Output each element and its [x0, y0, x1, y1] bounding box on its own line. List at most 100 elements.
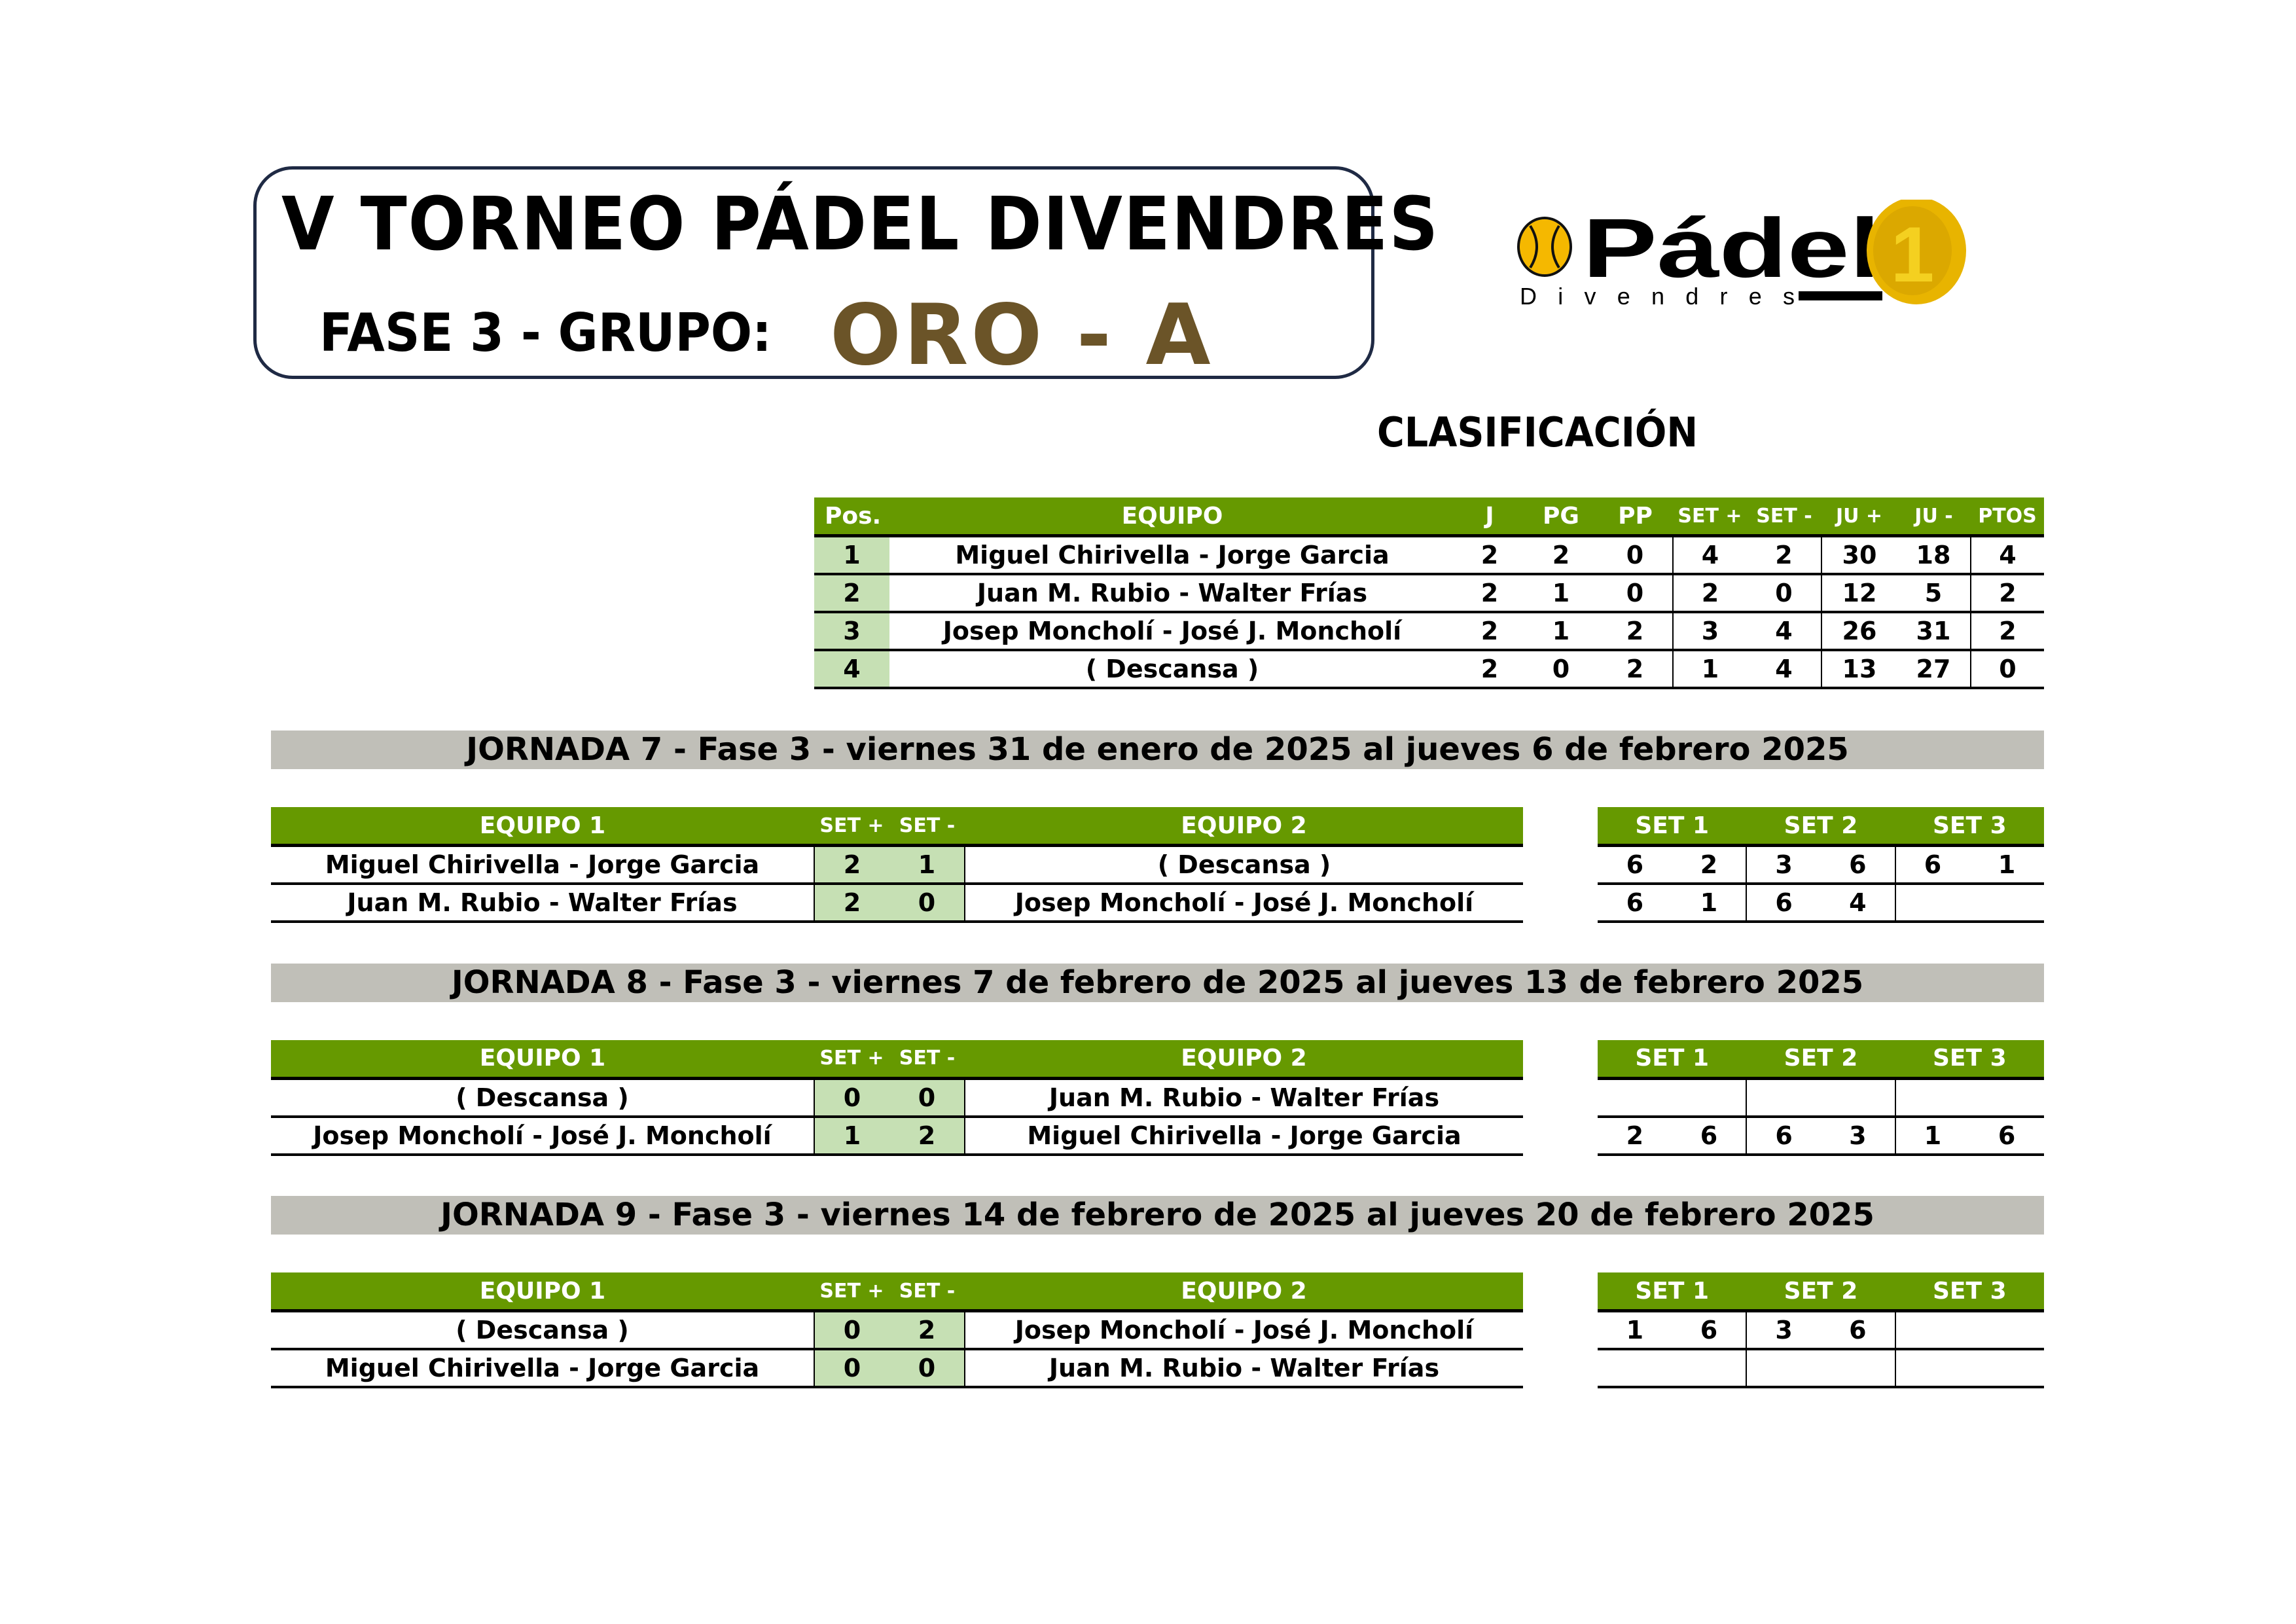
match-row: Miguel Chirivella - Jorge Garcia 2 1( Desc…	[271, 845, 1523, 885]
stat-cell: 2	[1455, 574, 1524, 613]
stat-cell: 1	[1524, 574, 1598, 613]
group-name: ORO - A	[830, 287, 1213, 384]
jornada-title-bar: JORNADA 7 - Fase 3 - viernes 31 de enero…	[271, 731, 2044, 769]
set-score-cell	[1894, 1078, 1970, 1118]
set-plus-cell: 2	[814, 845, 889, 885]
set-score-cell: 6	[1672, 1310, 1747, 1350]
set-score-cell: 3	[1746, 1310, 1821, 1350]
stat-cell: 2	[1455, 650, 1524, 689]
position-cell: 1	[814, 535, 889, 575]
column-header: EQUIPO 2	[965, 807, 1523, 847]
header-row: SET 1 SET 2 SET 3	[1598, 807, 2044, 847]
set-score-cell	[1969, 1349, 2044, 1388]
column-header: PP	[1598, 497, 1673, 537]
set-score-cell: 1	[1894, 1116, 1970, 1156]
team-cell: Miguel Chirivella - Jorge Garcia	[889, 535, 1455, 575]
column-header: SET 2	[1746, 1272, 1895, 1312]
set-minus-cell: 2	[889, 1310, 965, 1350]
column-header: SET 2	[1746, 1039, 1895, 1080]
set-minus-cell: 0	[889, 1349, 965, 1388]
header-row: EQUIPO 1 SET + SET - EQUIPO 2	[271, 1272, 1523, 1312]
stat-cell: 4	[1747, 612, 1821, 651]
set-score-cell	[1894, 1310, 1970, 1350]
column-header: SET 3	[1895, 807, 2044, 847]
column-header: PG	[1524, 497, 1598, 537]
column-header: SET +	[814, 807, 889, 847]
stat-cell: 30	[1821, 535, 1897, 575]
stat-cell: 2	[1598, 612, 1673, 651]
set-plus-cell: 0	[814, 1310, 889, 1350]
stat-cell: 1	[1672, 650, 1747, 689]
set-minus-cell: 1	[889, 845, 965, 885]
header-row: SET 1 SET 2 SET 3	[1598, 1272, 2044, 1312]
set-score-cell	[1746, 1349, 1821, 1388]
column-header: EQUIPO 1	[271, 1272, 814, 1312]
svg-text:Pádel: Pádel	[1583, 202, 1880, 295]
stat-cell: 2	[1455, 535, 1524, 575]
column-header: SET 1	[1598, 807, 1747, 847]
stat-cell: 2	[1970, 574, 2044, 613]
set-score-cell	[1894, 1349, 1970, 1388]
set-score-cell	[1894, 884, 1970, 923]
column-header: JU +	[1821, 497, 1897, 537]
column-header: SET -	[1747, 497, 1821, 537]
set-score-cell	[1969, 1310, 2044, 1350]
stat-cell: 12	[1821, 574, 1897, 613]
column-header: EQUIPO 1	[271, 807, 814, 847]
set-score-cell	[1598, 1078, 1672, 1118]
set-score-cell	[1969, 1078, 2044, 1118]
column-header: SET -	[889, 1272, 965, 1312]
column-header: PTOS	[1971, 497, 2044, 537]
set-score-cell	[1746, 1078, 1821, 1118]
tournament-title: V TORNEO PÁDEL DIVENDRES	[281, 182, 1440, 267]
stat-cell: 2	[1672, 574, 1747, 613]
column-header: EQUIPO	[889, 497, 1455, 537]
set-score-cell: 6	[1598, 845, 1672, 885]
stat-cell: 2	[1970, 612, 2044, 651]
team1-cell: Miguel Chirivella - Jorge Garcia	[271, 845, 814, 885]
stat-cell: 0	[1598, 535, 1673, 575]
set-score-cell	[1820, 1078, 1895, 1118]
team-cell: ( Descansa )	[889, 650, 1455, 689]
set-score-cell: 6	[1746, 1116, 1821, 1156]
jornada-title-bar: JORNADA 8 - Fase 3 - viernes 7 de febrer…	[271, 963, 2044, 1002]
set-minus-cell: 2	[889, 1116, 965, 1156]
set-score-cell: 1	[1598, 1310, 1672, 1350]
column-header: SET +	[1673, 497, 1747, 537]
stat-cell: 26	[1821, 612, 1897, 651]
set-score-cell	[1672, 1349, 1747, 1388]
set-score-cell	[1969, 884, 2044, 923]
stat-cell: 4	[1747, 650, 1821, 689]
stat-cell: 4	[1672, 535, 1747, 575]
title-box	[253, 166, 1374, 379]
set-minus-cell: 0	[889, 1078, 965, 1118]
set-score-cell: 6	[1820, 845, 1895, 885]
stat-cell: 0	[1970, 650, 2044, 689]
set-score-cell: 1	[1969, 845, 2044, 885]
set-score-cell: 6	[1820, 1310, 1895, 1350]
team2-cell: Josep Moncholí - José J. Moncholí	[964, 884, 1523, 923]
set-score-cell: 3	[1820, 1116, 1895, 1156]
stat-cell: 18	[1897, 535, 1971, 575]
team1-cell: Josep Moncholí - José J. Moncholí	[271, 1116, 814, 1156]
svg-text:Divendres: Divendres	[1520, 283, 1795, 308]
position-cell: 3	[814, 612, 889, 651]
set-score-cell	[1820, 1349, 1895, 1388]
column-header: SET 2	[1746, 807, 1895, 847]
column-header: SET 3	[1895, 1039, 2044, 1080]
set-score-cell: 3	[1746, 845, 1821, 885]
column-header: Pos.	[814, 497, 889, 537]
team-cell: Josep Moncholí - José J. Moncholí	[889, 612, 1455, 651]
header-row: SET 1 SET 2 SET 3	[1598, 1039, 2044, 1080]
tennis-ball-icon	[1517, 217, 1572, 277]
set-score-cell: 6	[1894, 845, 1970, 885]
phase-label: FASE 3 - GRUPO:	[319, 302, 772, 363]
